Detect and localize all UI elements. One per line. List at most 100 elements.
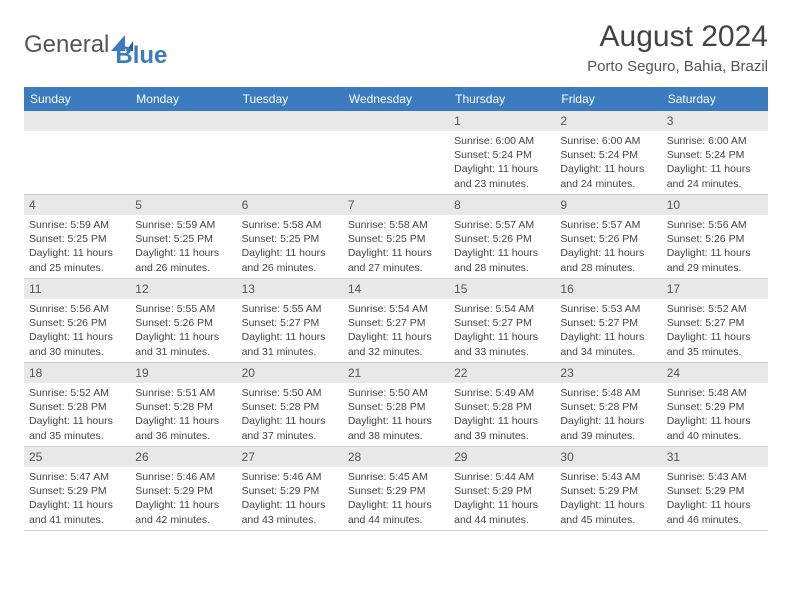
cell-body: Sunrise: 5:55 AMSunset: 5:27 PMDaylight:… [237,299,343,362]
sunrise-text: Sunrise: 5:53 AM [560,302,656,316]
sunset-text: Sunset: 5:29 PM [560,484,656,498]
sunset-text: Sunset: 5:25 PM [29,232,125,246]
logo-text-2: Blue [115,42,167,69]
daylight-text: Daylight: 11 hours and 43 minutes. [242,498,338,526]
day-number: 14 [343,279,449,299]
cell-body: Sunrise: 6:00 AMSunset: 5:24 PMDaylight:… [449,131,555,194]
calendar-cell: 21Sunrise: 5:50 AMSunset: 5:28 PMDayligh… [343,363,449,447]
cell-body: Sunrise: 5:48 AMSunset: 5:28 PMDaylight:… [555,383,661,446]
calendar-cell: 28Sunrise: 5:45 AMSunset: 5:29 PMDayligh… [343,447,449,531]
calendar-cell: 22Sunrise: 5:49 AMSunset: 5:28 PMDayligh… [449,363,555,447]
cell-body: Sunrise: 5:49 AMSunset: 5:28 PMDaylight:… [449,383,555,446]
day-number: 19 [130,363,236,383]
day-number: 4 [24,195,130,215]
calendar-cell: 10Sunrise: 5:56 AMSunset: 5:26 PMDayligh… [662,195,768,279]
sunrise-text: Sunrise: 5:47 AM [29,470,125,484]
calendar: SundayMondayTuesdayWednesdayThursdayFrid… [24,87,768,531]
day-number: 16 [555,279,661,299]
sunset-text: Sunset: 5:26 PM [560,232,656,246]
cell-body: Sunrise: 5:51 AMSunset: 5:28 PMDaylight:… [130,383,236,446]
sunset-text: Sunset: 5:24 PM [560,148,656,162]
daylight-text: Daylight: 11 hours and 24 minutes. [667,162,763,190]
cell-body: Sunrise: 5:54 AMSunset: 5:27 PMDaylight:… [343,299,449,362]
sunset-text: Sunset: 5:24 PM [454,148,550,162]
calendar-cell: 2Sunrise: 6:00 AMSunset: 5:24 PMDaylight… [555,111,661,195]
sunset-text: Sunset: 5:27 PM [667,316,763,330]
calendar-cell: 25Sunrise: 5:47 AMSunset: 5:29 PMDayligh… [24,447,130,531]
day-number: 17 [662,279,768,299]
sunset-text: Sunset: 5:29 PM [242,484,338,498]
page-title: August 2024 [587,20,768,54]
cell-body: Sunrise: 5:50 AMSunset: 5:28 PMDaylight:… [237,383,343,446]
daylight-text: Daylight: 11 hours and 42 minutes. [135,498,231,526]
calendar-cell: 3Sunrise: 6:00 AMSunset: 5:24 PMDaylight… [662,111,768,195]
sunset-text: Sunset: 5:29 PM [454,484,550,498]
day-header: Monday [130,87,236,111]
day-number: 26 [130,447,236,467]
day-number-bar [24,111,130,131]
day-number: 5 [130,195,236,215]
daylight-text: Daylight: 11 hours and 41 minutes. [29,498,125,526]
sunrise-text: Sunrise: 5:57 AM [454,218,550,232]
sunset-text: Sunset: 5:24 PM [667,148,763,162]
sunrise-text: Sunrise: 5:56 AM [667,218,763,232]
sunset-text: Sunset: 5:28 PM [135,400,231,414]
day-number: 13 [237,279,343,299]
cell-body: Sunrise: 5:56 AMSunset: 5:26 PMDaylight:… [24,299,130,362]
sunrise-text: Sunrise: 5:58 AM [242,218,338,232]
daylight-text: Daylight: 11 hours and 44 minutes. [454,498,550,526]
day-number: 6 [237,195,343,215]
sunrise-text: Sunrise: 5:48 AM [560,386,656,400]
sunset-text: Sunset: 5:25 PM [242,232,338,246]
calendar-cell: 27Sunrise: 5:46 AMSunset: 5:29 PMDayligh… [237,447,343,531]
day-number: 9 [555,195,661,215]
cell-body: Sunrise: 5:56 AMSunset: 5:26 PMDaylight:… [662,215,768,278]
sunrise-text: Sunrise: 5:55 AM [135,302,231,316]
daylight-text: Daylight: 11 hours and 32 minutes. [348,330,444,358]
sunset-text: Sunset: 5:27 PM [242,316,338,330]
sunset-text: Sunset: 5:29 PM [135,484,231,498]
calendar-cell: 15Sunrise: 5:54 AMSunset: 5:27 PMDayligh… [449,279,555,363]
day-number-bar [237,111,343,131]
sunset-text: Sunset: 5:28 PM [560,400,656,414]
sunrise-text: Sunrise: 5:48 AM [667,386,763,400]
sunset-text: Sunset: 5:27 PM [348,316,444,330]
daylight-text: Daylight: 11 hours and 24 minutes. [560,162,656,190]
day-number: 21 [343,363,449,383]
cell-body: Sunrise: 5:58 AMSunset: 5:25 PMDaylight:… [343,215,449,278]
calendar-cell: 8Sunrise: 5:57 AMSunset: 5:26 PMDaylight… [449,195,555,279]
cell-body: Sunrise: 5:57 AMSunset: 5:26 PMDaylight:… [449,215,555,278]
day-number: 10 [662,195,768,215]
calendar-cell: 18Sunrise: 5:52 AMSunset: 5:28 PMDayligh… [24,363,130,447]
daylight-text: Daylight: 11 hours and 33 minutes. [454,330,550,358]
cell-body: Sunrise: 5:54 AMSunset: 5:27 PMDaylight:… [449,299,555,362]
sunrise-text: Sunrise: 5:56 AM [29,302,125,316]
cell-body: Sunrise: 5:44 AMSunset: 5:29 PMDaylight:… [449,467,555,530]
calendar-week: 1Sunrise: 6:00 AMSunset: 5:24 PMDaylight… [24,111,768,195]
daylight-text: Daylight: 11 hours and 26 minutes. [135,246,231,274]
calendar-cell: 17Sunrise: 5:52 AMSunset: 5:27 PMDayligh… [662,279,768,363]
header: General Blue August 2024 Porto Seguro, B… [24,20,768,75]
daylight-text: Daylight: 11 hours and 45 minutes. [560,498,656,526]
day-number: 18 [24,363,130,383]
cell-body: Sunrise: 5:46 AMSunset: 5:29 PMDaylight:… [130,467,236,530]
day-number-bar [130,111,236,131]
day-number: 1 [449,111,555,131]
cell-body: Sunrise: 5:53 AMSunset: 5:27 PMDaylight:… [555,299,661,362]
daylight-text: Daylight: 11 hours and 28 minutes. [454,246,550,274]
daylight-text: Daylight: 11 hours and 38 minutes. [348,414,444,442]
day-header-row: SundayMondayTuesdayWednesdayThursdayFrid… [24,87,768,111]
day-number: 8 [449,195,555,215]
calendar-cell: 20Sunrise: 5:50 AMSunset: 5:28 PMDayligh… [237,363,343,447]
daylight-text: Daylight: 11 hours and 25 minutes. [29,246,125,274]
sunset-text: Sunset: 5:29 PM [29,484,125,498]
daylight-text: Daylight: 11 hours and 46 minutes. [667,498,763,526]
daylight-text: Daylight: 11 hours and 28 minutes. [560,246,656,274]
day-number: 22 [449,363,555,383]
daylight-text: Daylight: 11 hours and 35 minutes. [667,330,763,358]
sunrise-text: Sunrise: 5:43 AM [560,470,656,484]
day-number-bar [343,111,449,131]
daylight-text: Daylight: 11 hours and 30 minutes. [29,330,125,358]
sunset-text: Sunset: 5:27 PM [454,316,550,330]
daylight-text: Daylight: 11 hours and 37 minutes. [242,414,338,442]
